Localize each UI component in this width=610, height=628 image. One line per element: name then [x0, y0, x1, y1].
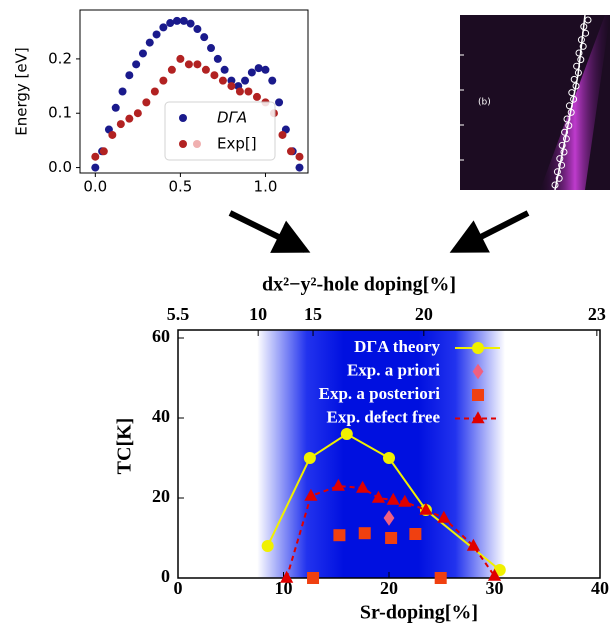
point [341, 428, 353, 440]
x2-tick-label: 20 [415, 304, 433, 324]
point [176, 55, 184, 63]
point [435, 572, 447, 584]
y-tick-label: 0.0 [48, 158, 72, 176]
x-tick-label: 30 [486, 578, 504, 598]
point [100, 147, 108, 155]
y-tick-label: 20 [152, 486, 170, 506]
point [119, 88, 127, 96]
x-tick-label: 0.0 [83, 178, 107, 196]
point [253, 93, 261, 101]
point [193, 60, 201, 68]
y-axis-label: TC[K] [114, 418, 136, 475]
point [108, 131, 116, 139]
x2-tick-label: 23 [588, 304, 606, 324]
point [153, 30, 161, 38]
point [139, 49, 147, 57]
point [304, 452, 316, 464]
panel-label: (b) [478, 98, 491, 108]
point [187, 20, 195, 28]
point [166, 19, 174, 27]
point [307, 572, 319, 584]
point [409, 528, 421, 540]
point [295, 164, 303, 172]
point [112, 104, 120, 112]
point [241, 77, 249, 85]
arrow [455, 213, 528, 250]
legend-label: Exp. defect free [327, 407, 441, 426]
point [117, 120, 125, 128]
point [359, 527, 371, 539]
point [168, 66, 176, 74]
point [385, 532, 397, 544]
point [275, 98, 283, 106]
y-tick-label: 0 [161, 566, 170, 586]
point [221, 66, 229, 74]
arrow [230, 213, 305, 250]
point [193, 25, 201, 33]
figure: 0.0 0.5 1.0 0.0 0.1 0.2 Energy [eV] DΓA Exp[] (b)… [0, 0, 610, 628]
legend-marker [179, 114, 187, 122]
point [159, 23, 167, 31]
point [180, 17, 188, 25]
point [132, 60, 140, 68]
point [125, 115, 133, 123]
y-tick-label: 0.1 [48, 104, 72, 122]
x2-axis-label: dx²−y²-hole doping[%] [262, 274, 456, 296]
point [278, 131, 286, 139]
point [227, 82, 235, 90]
x-tick-label: 0.5 [168, 178, 192, 196]
y-axis-label: Energy [eV] [13, 47, 31, 135]
legend-label: DΓA theory [354, 337, 440, 356]
point [151, 88, 159, 96]
point [244, 88, 252, 96]
legend-label: Exp. a posteriori [319, 384, 441, 403]
point [383, 452, 395, 464]
y-tick-label: 40 [152, 406, 170, 426]
point [210, 71, 218, 79]
x-axis-label: Sr-doping[%] [360, 602, 478, 624]
chart: 01020304002040605.510152023Sr-doping[%]d… [114, 274, 609, 624]
x-tick-label: 1.0 [254, 178, 278, 196]
point [295, 153, 303, 161]
point [214, 55, 222, 63]
legend-label: Exp. a priori [347, 360, 440, 379]
point [207, 44, 215, 52]
x-tick-label: 20 [380, 578, 398, 598]
point [134, 109, 142, 117]
image-panel: (b) [460, 15, 610, 190]
point [287, 147, 295, 155]
point [268, 77, 276, 85]
point [173, 17, 181, 25]
legend-label: Exp[] [217, 135, 257, 153]
chart: 0.0 0.5 1.0 0.0 0.1 0.2 Energy [eV] DΓA Exp[] [13, 10, 309, 196]
point [91, 164, 99, 172]
x-tick-label: 0 [174, 578, 183, 598]
point [146, 39, 154, 47]
point [202, 66, 210, 74]
y-tick-label: 60 [152, 326, 170, 346]
point [200, 33, 208, 41]
point [159, 77, 167, 85]
x2-tick-label: 10 [249, 304, 267, 324]
point [261, 66, 269, 74]
x2-tick-label: 15 [304, 304, 322, 324]
y-tick-label: 0.2 [48, 49, 72, 67]
point [262, 540, 274, 552]
legend-marker [193, 140, 201, 148]
point [142, 98, 150, 106]
x-tick-label: 40 [591, 578, 609, 598]
legend-marker [179, 140, 187, 148]
point [236, 88, 244, 96]
point [125, 71, 133, 79]
point [185, 60, 193, 68]
point [219, 77, 227, 85]
legend-label: DΓA [217, 109, 247, 127]
point [255, 64, 263, 72]
point [333, 529, 345, 541]
point [248, 68, 256, 76]
point [91, 153, 99, 161]
x2-tick-label: 5.5 [167, 304, 190, 324]
point [472, 389, 484, 401]
point [472, 342, 484, 354]
